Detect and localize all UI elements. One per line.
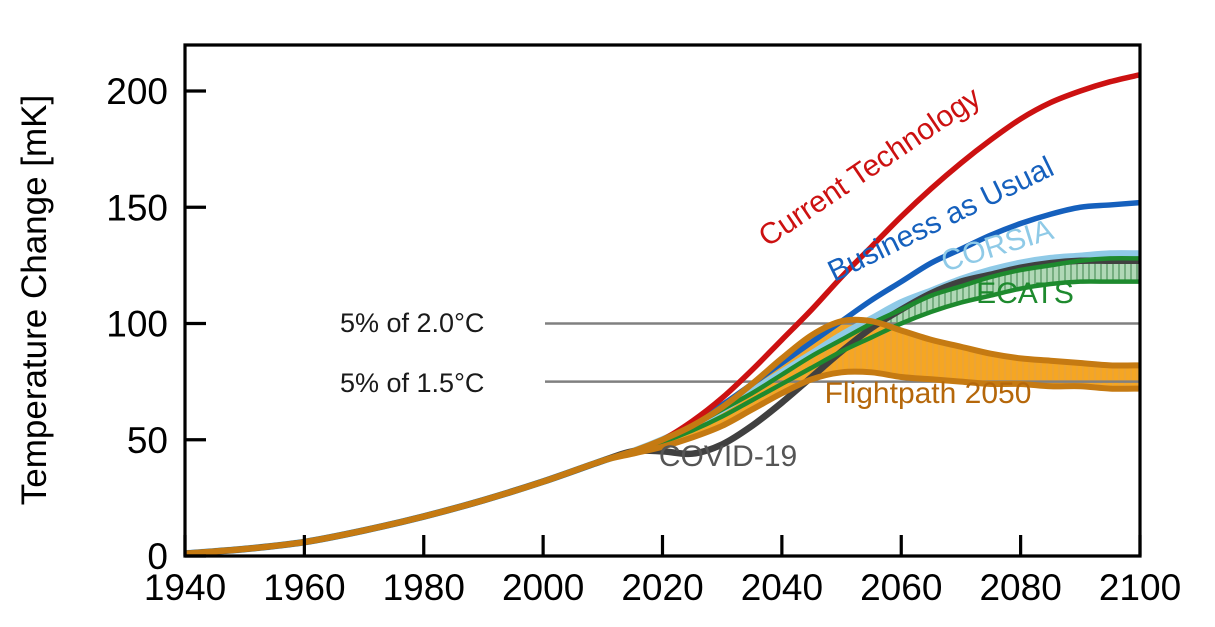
x-tick-label-1960: 1960	[263, 567, 345, 608]
y-tick-label-200: 200	[106, 71, 168, 112]
y-tick-label-0: 0	[147, 536, 168, 577]
x-tick-label-2080: 2080	[979, 567, 1061, 608]
x-tick-label-2020: 2020	[621, 567, 703, 608]
tick-labels-group: 0 50 100 150 200 1940 1960 1980 2000 2020 2040 2060…	[106, 71, 1181, 608]
series-band-edges-group	[185, 255, 1140, 556]
x-tick-label-1940: 1940	[144, 567, 226, 608]
ticks-group	[183, 89, 1142, 558]
reference-label-0: 5% of 2.0°C	[340, 308, 484, 338]
x-tick-label-2100: 2100	[1099, 567, 1181, 608]
y-tick-label-100: 100	[106, 304, 168, 345]
x-tick-label-2060: 2060	[860, 567, 942, 608]
series-label-covid-19: COVID-19	[659, 440, 797, 473]
series-line-current-technology	[185, 71, 1140, 556]
x-tick-label-2000: 2000	[502, 567, 584, 608]
series-band-upper-flightpath-2050	[185, 316, 1140, 556]
x-tick-label-1980: 1980	[383, 567, 465, 608]
y-axis-title: Temperature Change [mK]	[15, 95, 54, 505]
series-label-ecats: ECATS	[976, 277, 1074, 310]
series-label-flightpath-2050: Flightpath 2050	[825, 377, 1032, 410]
reference-labels-group: 5% of 2.0°C 5% of 1.5°C	[340, 308, 484, 398]
series-band-lower-flightpath-2050	[185, 368, 1140, 556]
reference-label-1: 5% of 1.5°C	[340, 368, 484, 398]
series-lines-group	[185, 71, 1140, 556]
x-tick-label-2040: 2040	[741, 567, 823, 608]
y-tick-label-50: 50	[127, 420, 168, 461]
y-tick-label-150: 150	[106, 187, 168, 228]
